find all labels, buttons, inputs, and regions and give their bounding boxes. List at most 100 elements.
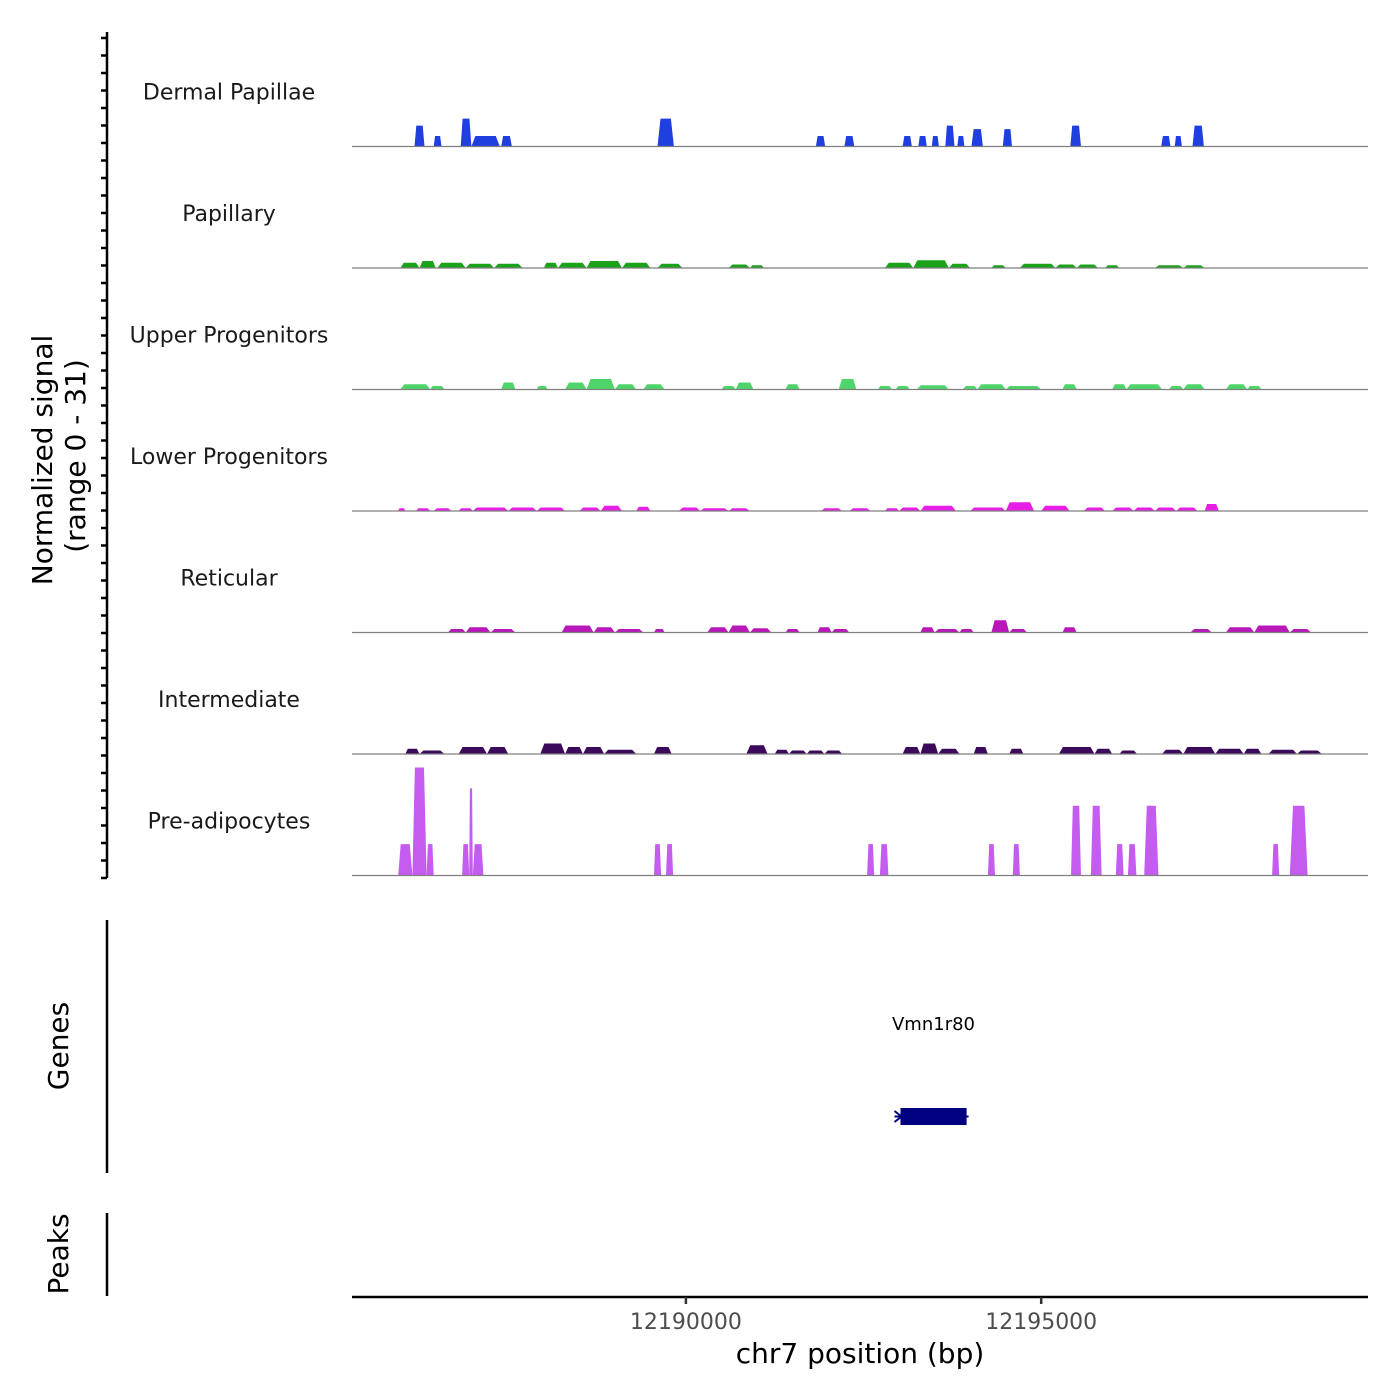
signal-peak [991, 265, 1006, 268]
signal-peak [654, 629, 665, 633]
signal-peak [1009, 748, 1024, 754]
signal-axis-range: (range 0 - 31) [59, 359, 92, 553]
signal-peak [1215, 748, 1244, 754]
signal-peak [1161, 136, 1171, 147]
signal-peak [1289, 629, 1312, 633]
signal-peak [945, 125, 955, 147]
signal-peak [963, 386, 978, 390]
signal-peak [728, 625, 750, 633]
signal-peak [806, 750, 825, 754]
signal-peak [622, 262, 651, 268]
signal-peak [447, 629, 466, 633]
signal-peak [1174, 136, 1182, 147]
track-pre-adipocytes: Pre-adipocytes [148, 767, 1368, 877]
signal-peak [774, 749, 789, 754]
x-axis-ticks: 12190000 12195000 [630, 1297, 1097, 1335]
track-label: Pre-adipocytes [148, 810, 311, 835]
signal-peak [472, 844, 484, 876]
signal-peak [918, 136, 927, 147]
signal-peak [1183, 747, 1216, 754]
signal-peak [1019, 263, 1056, 268]
signal-peak [1133, 507, 1155, 511]
signal-peak [543, 262, 558, 268]
signal-peak [1204, 504, 1219, 511]
signal-peak [1041, 505, 1070, 511]
signal-peak [721, 386, 736, 390]
signal-peak [614, 629, 644, 633]
signal-peak [931, 136, 939, 147]
signal-peak [895, 386, 910, 390]
signal-peak [469, 788, 473, 876]
track-label: Lower Progenitors [130, 445, 328, 470]
gene-track: Vmn1r80 [892, 1014, 975, 1125]
track-label: Papillary [182, 202, 276, 227]
signal-peak [558, 262, 587, 268]
x-tick-label: 12190000 [630, 1310, 742, 1335]
signal-peak [1105, 265, 1120, 268]
signal-peak [1090, 805, 1102, 876]
signal-axis-title: Normalized signal [26, 335, 59, 586]
signal-peak [536, 386, 548, 390]
signal-peak [877, 386, 892, 390]
signal-peak [973, 747, 988, 754]
track-reticular: Reticular [180, 567, 1368, 634]
signal-peak [465, 627, 491, 633]
signal-peak [1169, 386, 1184, 390]
track-label: Reticular [180, 567, 278, 592]
signal-peak [1190, 629, 1212, 633]
signal-peak [490, 629, 516, 633]
signal-peak [1192, 125, 1204, 147]
track-upper-progenitors: Upper Progenitors [130, 324, 1368, 391]
signal-peak [789, 750, 807, 754]
signal-peak [815, 136, 826, 147]
signal-peak [657, 118, 674, 147]
signal-peak [867, 844, 875, 876]
signal-peak [934, 629, 960, 633]
signal-peak [817, 627, 832, 633]
signal-peak [824, 750, 843, 754]
signal-peak [1154, 265, 1184, 268]
signal-peak [785, 629, 800, 633]
signal-peak [405, 748, 420, 754]
signal-peak [884, 508, 900, 511]
signal-peak [844, 136, 855, 147]
signal-peak [1297, 750, 1322, 754]
signal-peak [1183, 265, 1205, 268]
signal-peak [957, 136, 965, 147]
signal-peak [437, 262, 466, 268]
signal-peak [419, 261, 436, 268]
signal-peak [400, 262, 420, 268]
signal-peak [920, 743, 939, 754]
track-papillary: Papillary [182, 202, 1368, 269]
signal-peak [902, 136, 912, 147]
signal-peak [1083, 507, 1106, 511]
signal-peak [749, 628, 772, 633]
signal-peak [1002, 129, 1012, 147]
signal-tracks: Dermal Papillae Papillary Upper Progenitor… [130, 81, 1368, 877]
signal-peak [913, 260, 949, 268]
signal-peak [398, 844, 413, 876]
signal-peak [1183, 384, 1205, 390]
track-label: Intermediate [158, 688, 300, 713]
signal-peak [1005, 386, 1042, 390]
signal-peak [614, 384, 637, 390]
signal-peak [1126, 384, 1162, 390]
signal-peak [1254, 625, 1290, 633]
track-intermediate: Intermediate [158, 688, 1368, 755]
strand-arrow [893, 1110, 904, 1123]
signal-peak [433, 136, 442, 147]
signal-peak [565, 747, 583, 754]
signal-peak [666, 844, 674, 876]
signal-peak [419, 750, 445, 754]
gene-label: Vmn1r80 [892, 1014, 975, 1035]
signal-peak [561, 625, 594, 633]
signal-peak [849, 508, 871, 511]
signal-peak [654, 747, 672, 754]
signal-peak [494, 263, 523, 268]
signal-peak [1112, 507, 1134, 511]
signal-peak [970, 507, 1006, 511]
signal-peak [1225, 384, 1248, 390]
signal-peak [820, 508, 843, 511]
signal-peak [1243, 748, 1262, 754]
signal-peak [565, 382, 587, 390]
